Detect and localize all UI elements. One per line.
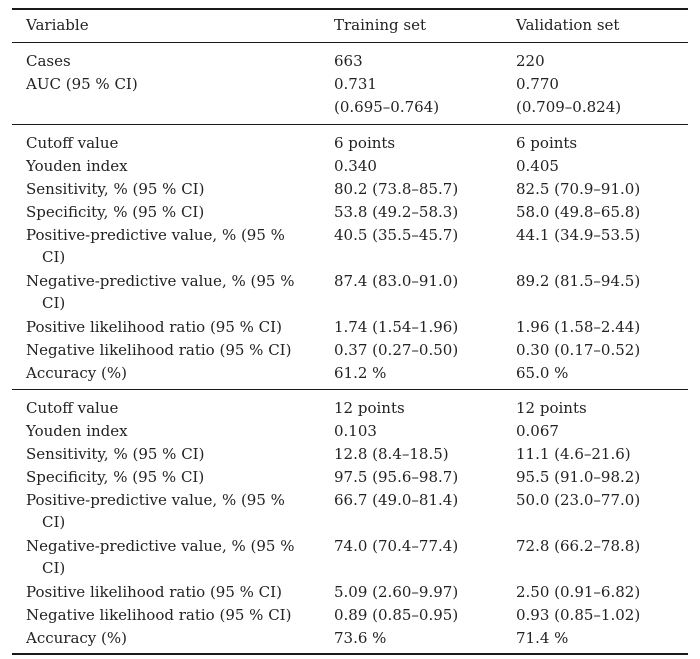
table-top-rule (12, 8, 688, 10)
validation-value: 6 points (516, 134, 578, 152)
training-value: 12.8 (8.4–18.5) (334, 445, 449, 463)
validation-value: 220 (516, 52, 545, 70)
row-label: Specificity, % (95 % CI) (26, 203, 205, 221)
validation-value: 44.1 (34.9–53.5) (516, 226, 641, 244)
row-label: Specificity, % (95 % CI) (26, 468, 205, 486)
row-label-continuation: CI) (42, 559, 66, 577)
training-value: 0.103 (334, 422, 377, 440)
validation-value: 11.1 (4.6–21.6) (516, 445, 631, 463)
training-value: 5.09 (2.60–9.97) (334, 583, 459, 601)
row-label: Sensitivity, % (95 % CI) (26, 445, 205, 463)
row-label: Positive-predictive value, % (95 % (26, 226, 285, 244)
section-rule (12, 389, 688, 390)
row-label: Youden index (26, 422, 128, 440)
validation-value: 65.0 % (516, 364, 569, 382)
row-label: Sensitivity, % (95 % CI) (26, 180, 205, 198)
validation-value: 89.2 (81.5–94.5) (516, 272, 641, 290)
validation-value: 0.30 (0.17–0.52) (516, 341, 641, 359)
row-label: Negative-predictive value, % (95 % (26, 537, 295, 555)
row-label: Accuracy (%) (26, 629, 128, 647)
training-value: 40.5 (35.5–45.7) (334, 226, 459, 244)
training-value: 80.2 (73.8–85.7) (334, 180, 459, 198)
training-value: 1.74 (1.54–1.96) (334, 318, 459, 336)
row-label: Accuracy (%) (26, 364, 128, 382)
validation-value: 12 points (516, 399, 587, 417)
header-variable: Variable (26, 16, 89, 34)
header-validation: Validation set (516, 16, 620, 34)
training-value: 74.0 (70.4–77.4) (334, 537, 459, 555)
table-bottom-rule (12, 653, 688, 655)
training-value: 6 points (334, 134, 396, 152)
header-training: Training set (334, 16, 427, 34)
validation-value: 82.5 (70.9–91.0) (516, 180, 641, 198)
row-label: Negative likelihood ratio (95 % CI) (26, 606, 292, 624)
training-value: 663 (334, 52, 363, 70)
training-value: 73.6 % (334, 629, 387, 647)
row-label-continuation: CI) (42, 248, 66, 266)
validation-value: 0.067 (516, 422, 559, 440)
training-value: 87.4 (83.0–91.0) (334, 272, 459, 290)
row-label: AUC (95 % CI) (26, 75, 138, 93)
section-rule (12, 124, 688, 125)
training-value: 97.5 (95.6–98.7) (334, 468, 459, 486)
training-value: 0.340 (334, 157, 377, 175)
row-label-continuation: CI) (42, 294, 66, 312)
validation-value: 58.0 (49.8–65.8) (516, 203, 641, 221)
row-label: Cutoff value (26, 399, 119, 417)
training-value: 53.8 (49.2–58.3) (334, 203, 459, 221)
row-label: Negative-predictive value, % (95 % (26, 272, 295, 290)
training-value: 66.7 (49.0–81.4) (334, 491, 459, 509)
row-label: Positive likelihood ratio (95 % CI) (26, 583, 282, 601)
training-value: (0.695–0.764) (334, 98, 440, 116)
header-rule (12, 42, 688, 43)
validation-value: 0.93 (0.85–1.02) (516, 606, 641, 624)
validation-value: 0.405 (516, 157, 559, 175)
row-label: Cases (26, 52, 71, 70)
training-value: 0.37 (0.27–0.50) (334, 341, 459, 359)
validation-value: 2.50 (0.91–6.82) (516, 583, 641, 601)
row-label: Youden index (26, 157, 128, 175)
validation-value: 50.0 (23.0–77.0) (516, 491, 641, 509)
row-label: Negative likelihood ratio (95 % CI) (26, 341, 292, 359)
validation-value: (0.709–0.824) (516, 98, 622, 116)
row-label-continuation: CI) (42, 513, 66, 531)
validation-value: 71.4 % (516, 629, 569, 647)
training-value: 12 points (334, 399, 405, 417)
validation-value: 72.8 (66.2–78.8) (516, 537, 641, 555)
training-value: 0.89 (0.85–0.95) (334, 606, 459, 624)
validation-value: 95.5 (91.0–98.2) (516, 468, 641, 486)
training-value: 0.731 (334, 75, 377, 93)
row-label: Positive-predictive value, % (95 % (26, 491, 285, 509)
validation-value: 1.96 (1.58–2.44) (516, 318, 641, 336)
validation-value: 0.770 (516, 75, 559, 93)
training-value: 61.2 % (334, 364, 387, 382)
row-label: Cutoff value (26, 134, 119, 152)
row-label: Positive likelihood ratio (95 % CI) (26, 318, 282, 336)
